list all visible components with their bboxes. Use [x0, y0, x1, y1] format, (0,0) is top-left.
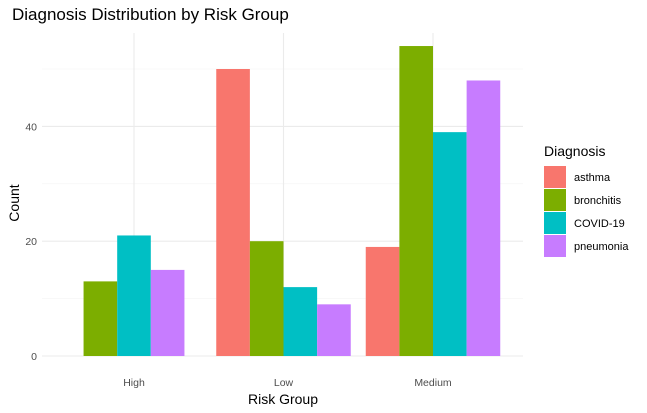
y-tick-label: 0 — [31, 351, 37, 363]
bar — [399, 46, 433, 356]
bar — [249, 241, 284, 356]
y-axis-title: Count — [6, 184, 22, 221]
legend-label: COVID-19 — [574, 218, 625, 230]
legend-key — [544, 212, 566, 234]
y-tick-label: 20 — [25, 236, 37, 248]
x-tick-label: Low — [274, 377, 294, 389]
chart-title: Diagnosis Distribution by Risk Group — [12, 5, 289, 24]
bar — [150, 269, 185, 356]
legend-label: asthma — [574, 172, 611, 184]
y-axis-ticks: 0 20 40 — [25, 121, 37, 363]
y-tick-label: 40 — [25, 121, 37, 133]
bar — [117, 235, 151, 356]
bar — [433, 132, 467, 356]
legend-title: Diagnosis — [544, 143, 605, 159]
legend: Diagnosis asthma bronchitis COVID-19 pneumo… — [544, 143, 629, 257]
legend-label: bronchitis — [574, 195, 622, 207]
x-tick-label: Medium — [414, 377, 452, 389]
bar — [365, 246, 400, 356]
bar — [283, 287, 318, 356]
x-axis-title: Risk Group — [248, 391, 318, 407]
bar — [216, 69, 250, 356]
legend-key — [544, 189, 566, 211]
bar — [317, 304, 351, 356]
legend-key — [544, 166, 566, 188]
x-axis-ticks: High Low Medium — [123, 377, 452, 389]
bar — [83, 281, 118, 356]
legend-label: pneumonia — [574, 241, 629, 253]
bar — [466, 80, 501, 356]
legend-key — [544, 235, 566, 257]
bars — [83, 46, 501, 356]
x-tick-label: High — [123, 377, 145, 389]
